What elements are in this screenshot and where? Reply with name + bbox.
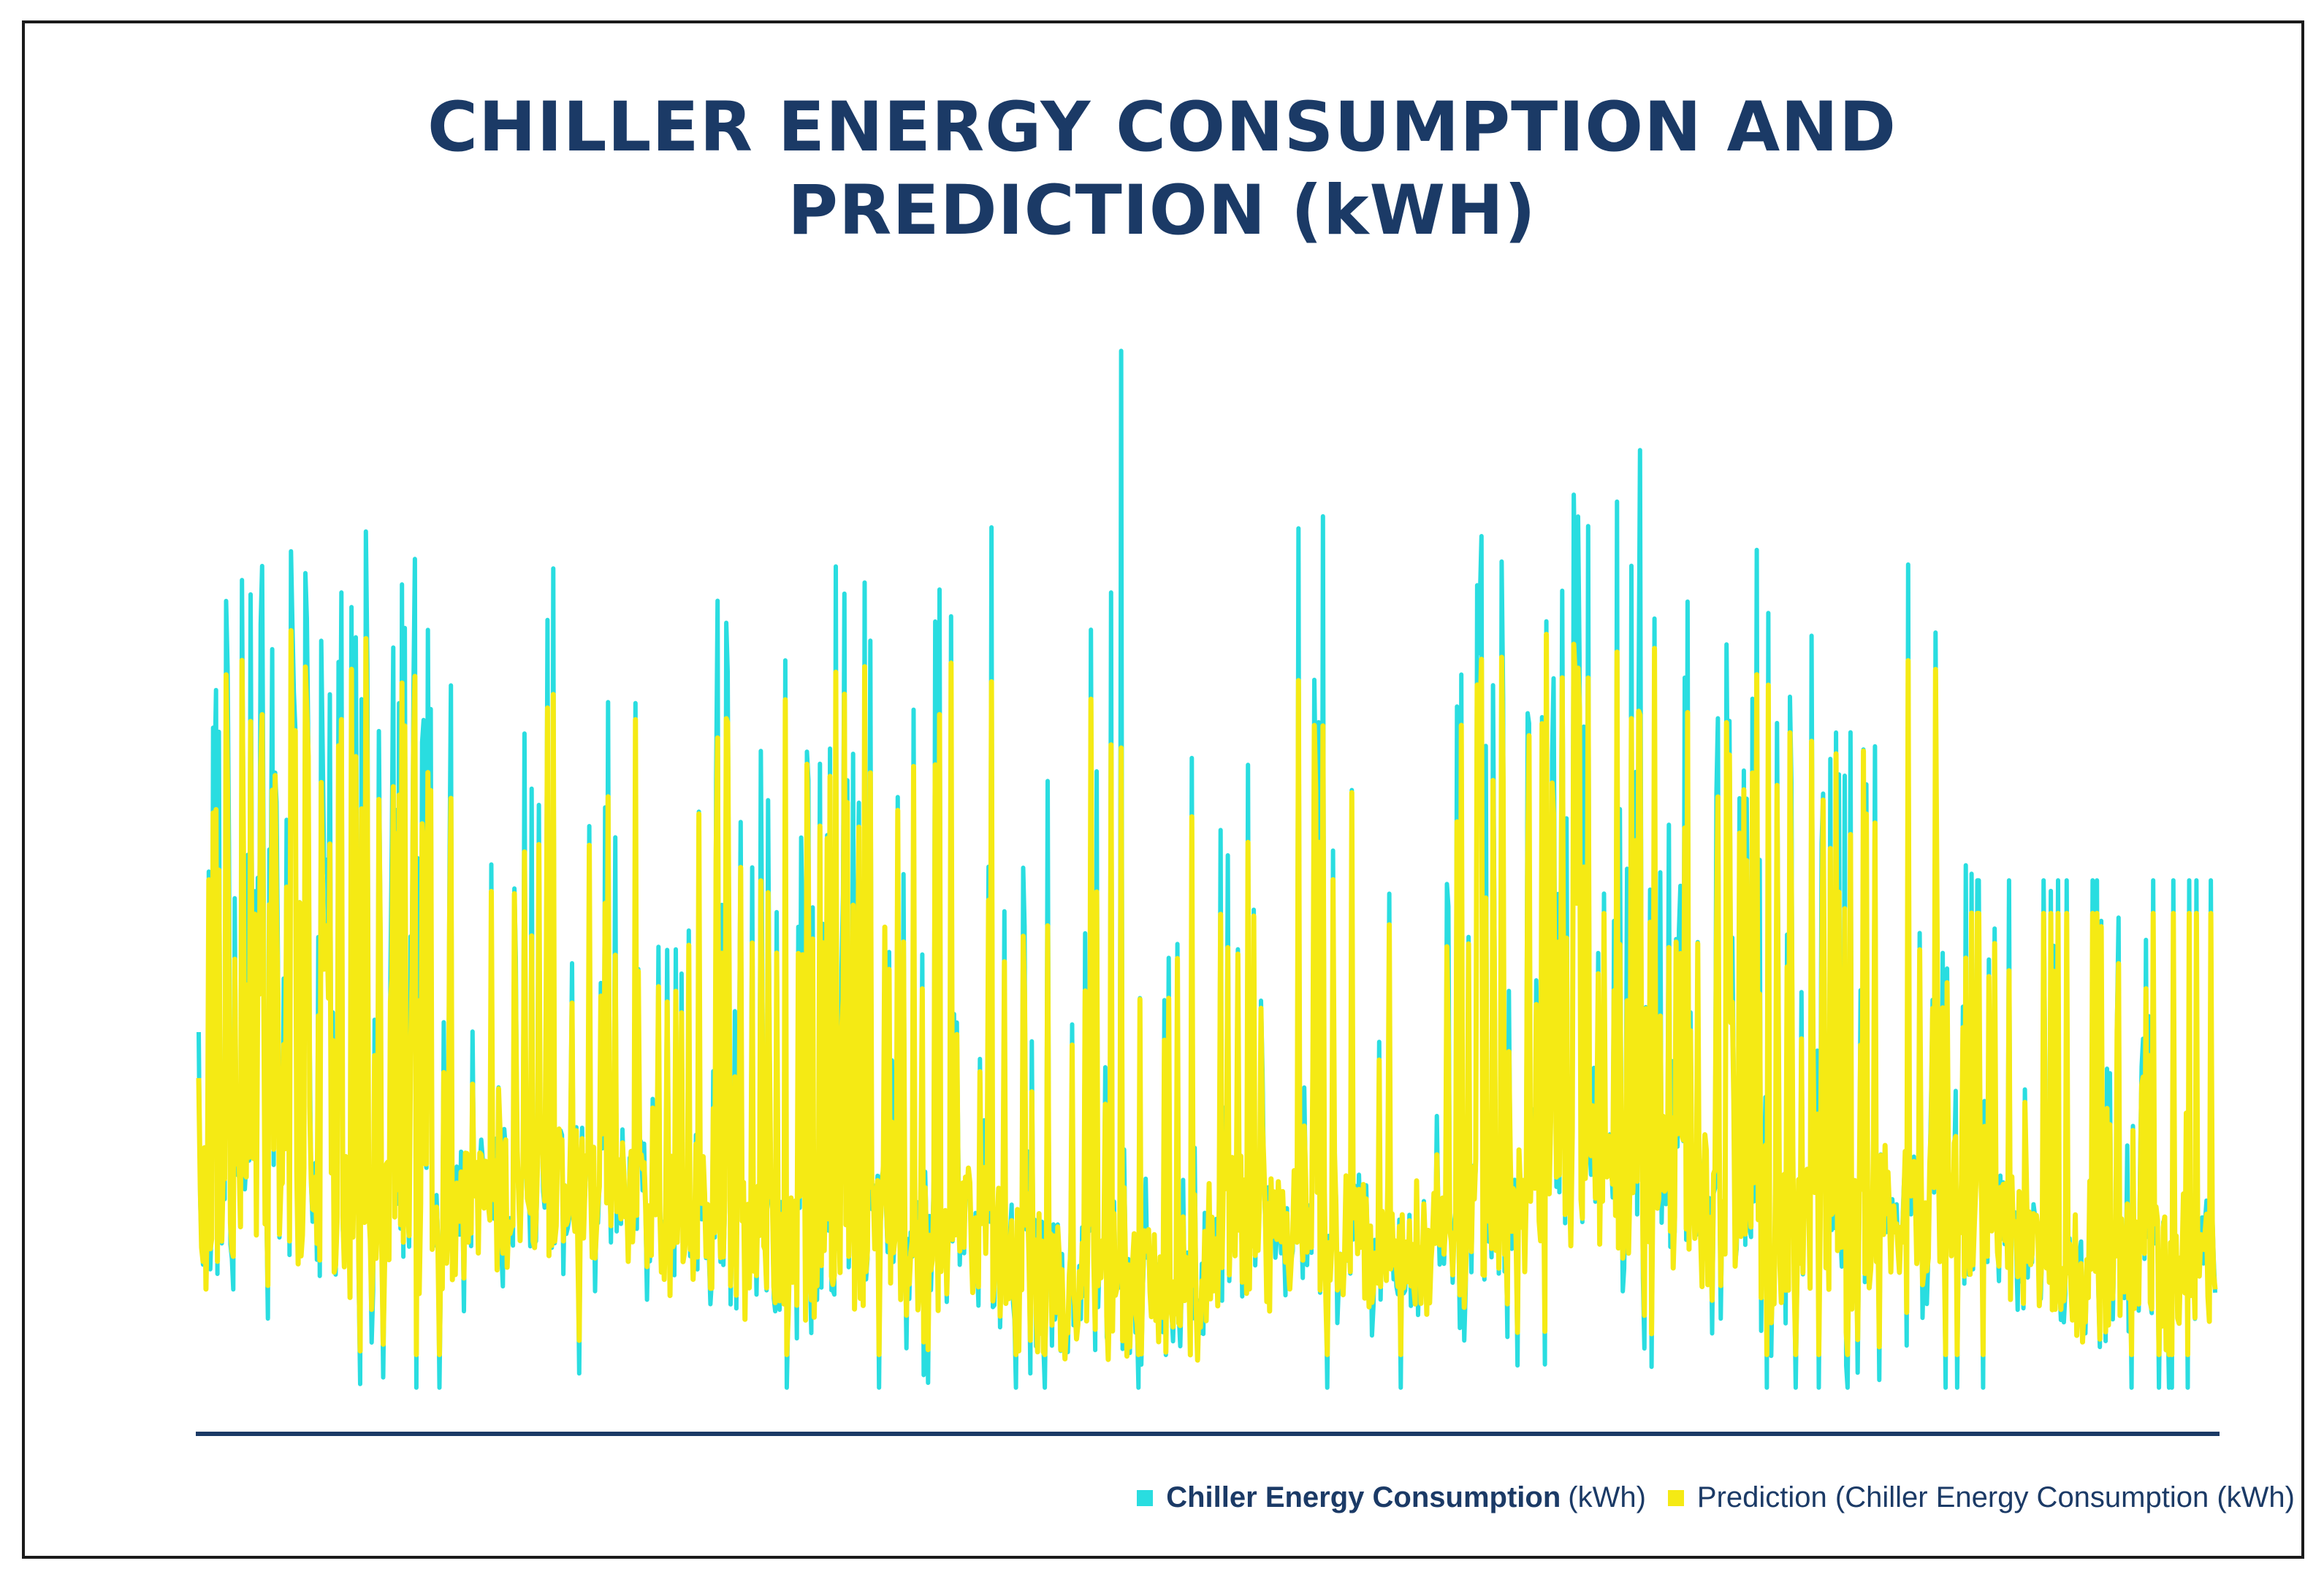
legend-item-prediction[interactable]: Prediction (Chiller Energy Consumption (… (1667, 1481, 2295, 1514)
chart-title-line-1: CHILLER ENERGY CONSUMPTION AND (427, 88, 1897, 167)
legend-label-actual-suffix: (kWh) (1568, 1481, 1646, 1513)
legend-label-prediction: Prediction (Chiller Energy Consumption (… (1696, 1481, 2295, 1513)
series-line-prediction (196, 627, 2218, 1363)
legend-label-actual-bold: Chiller Energy Consumption (1166, 1481, 1561, 1513)
chart-title: CHILLER ENERGY CONSUMPTION AND PREDICTIO… (0, 86, 2324, 253)
series-prediction-group (196, 627, 2218, 1363)
legend-item-actual[interactable]: Chiller Energy Consumption (kWh) (1137, 1481, 1646, 1514)
legend-swatch-prediction (1667, 1489, 1684, 1506)
chart-legend: Chiller Energy Consumption (kWh) Predict… (1115, 1481, 2295, 1514)
legend-swatch-actual (1137, 1489, 1154, 1506)
chart-title-line-2: PREDICTION (kWH) (788, 171, 1536, 251)
